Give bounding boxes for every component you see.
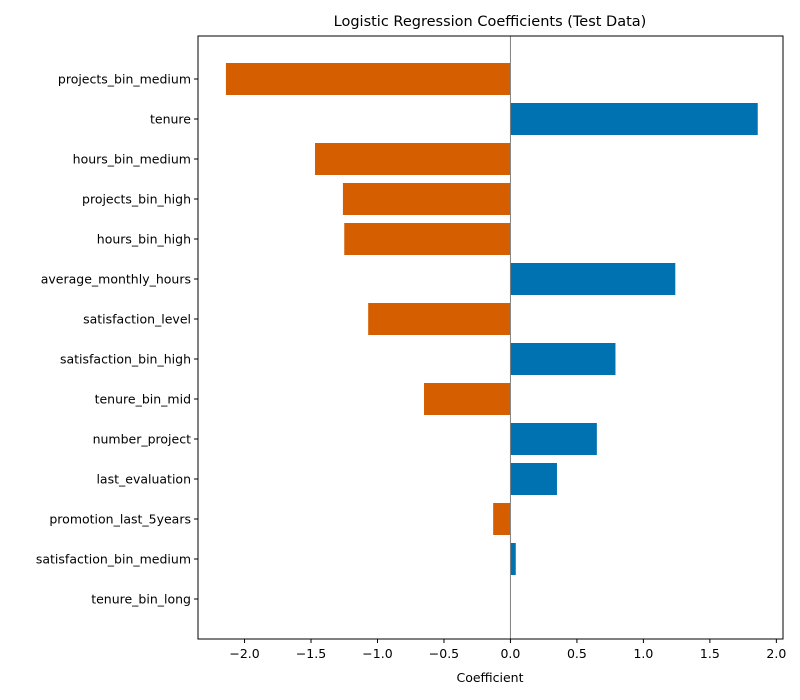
bar-average_monthly_hours bbox=[510, 263, 676, 295]
x-tick-label: 0.5 bbox=[567, 646, 587, 661]
y-tick-label: tenure_bin_long bbox=[91, 592, 191, 607]
bar-tenure bbox=[510, 103, 758, 135]
y-tick-label: satisfaction_level bbox=[83, 312, 191, 327]
bar-last_evaluation bbox=[510, 463, 557, 495]
bar-promotion_last_5years bbox=[493, 503, 511, 535]
x-tick-label: −0.5 bbox=[429, 646, 459, 661]
y-tick-label: promotion_last_5years bbox=[49, 512, 191, 527]
x-tick-label: −1.5 bbox=[296, 646, 326, 661]
bars bbox=[225, 63, 758, 575]
x-tick-label: −2.0 bbox=[229, 646, 259, 661]
bar-projects_bin_high bbox=[342, 183, 511, 215]
bar-tenure_bin_mid bbox=[424, 383, 511, 415]
y-tick-label: number_project bbox=[93, 432, 192, 447]
axes-frame bbox=[197, 35, 784, 640]
y-tick-label: average_monthly_hours bbox=[41, 272, 191, 287]
y-tick-label: tenure_bin_mid bbox=[95, 392, 191, 407]
bar-hours_bin_medium bbox=[315, 143, 511, 175]
y-tick-label: tenure bbox=[150, 112, 191, 127]
x-tick-label: 0.0 bbox=[500, 646, 520, 661]
bar-hours_bin_high bbox=[344, 223, 511, 255]
x-tick-label: 1.0 bbox=[633, 646, 653, 661]
x-tick-label: 2.0 bbox=[766, 646, 786, 661]
chart-title: Logistic Regression Coefficients (Test D… bbox=[334, 14, 647, 30]
y-tick-label: last_evaluation bbox=[96, 472, 191, 487]
bar-satisfaction_bin_high bbox=[510, 343, 616, 375]
bar-satisfaction_bin_medium bbox=[510, 543, 516, 575]
y-tick-label: projects_bin_high bbox=[82, 192, 191, 207]
bar-projects_bin_medium bbox=[225, 63, 511, 95]
bar-number_project bbox=[510, 423, 597, 455]
bar-satisfaction_level bbox=[368, 303, 511, 335]
y-tick-label: hours_bin_high bbox=[97, 232, 191, 247]
y-tick-label: satisfaction_bin_high bbox=[60, 352, 191, 367]
x-tick-label: −1.0 bbox=[362, 646, 392, 661]
y-tick-label: hours_bin_medium bbox=[73, 152, 191, 167]
x-axis-label: Coefficient bbox=[456, 670, 523, 685]
y-tick-label: satisfaction_bin_medium bbox=[36, 552, 191, 567]
y-tick-label: projects_bin_medium bbox=[58, 72, 191, 87]
x-axis-ticks: −2.0 −1.5 −1.0 −0.5 0.0 0.5 1.0 1.5 2.0 bbox=[229, 639, 786, 661]
x-tick-label: 1.5 bbox=[700, 646, 720, 661]
